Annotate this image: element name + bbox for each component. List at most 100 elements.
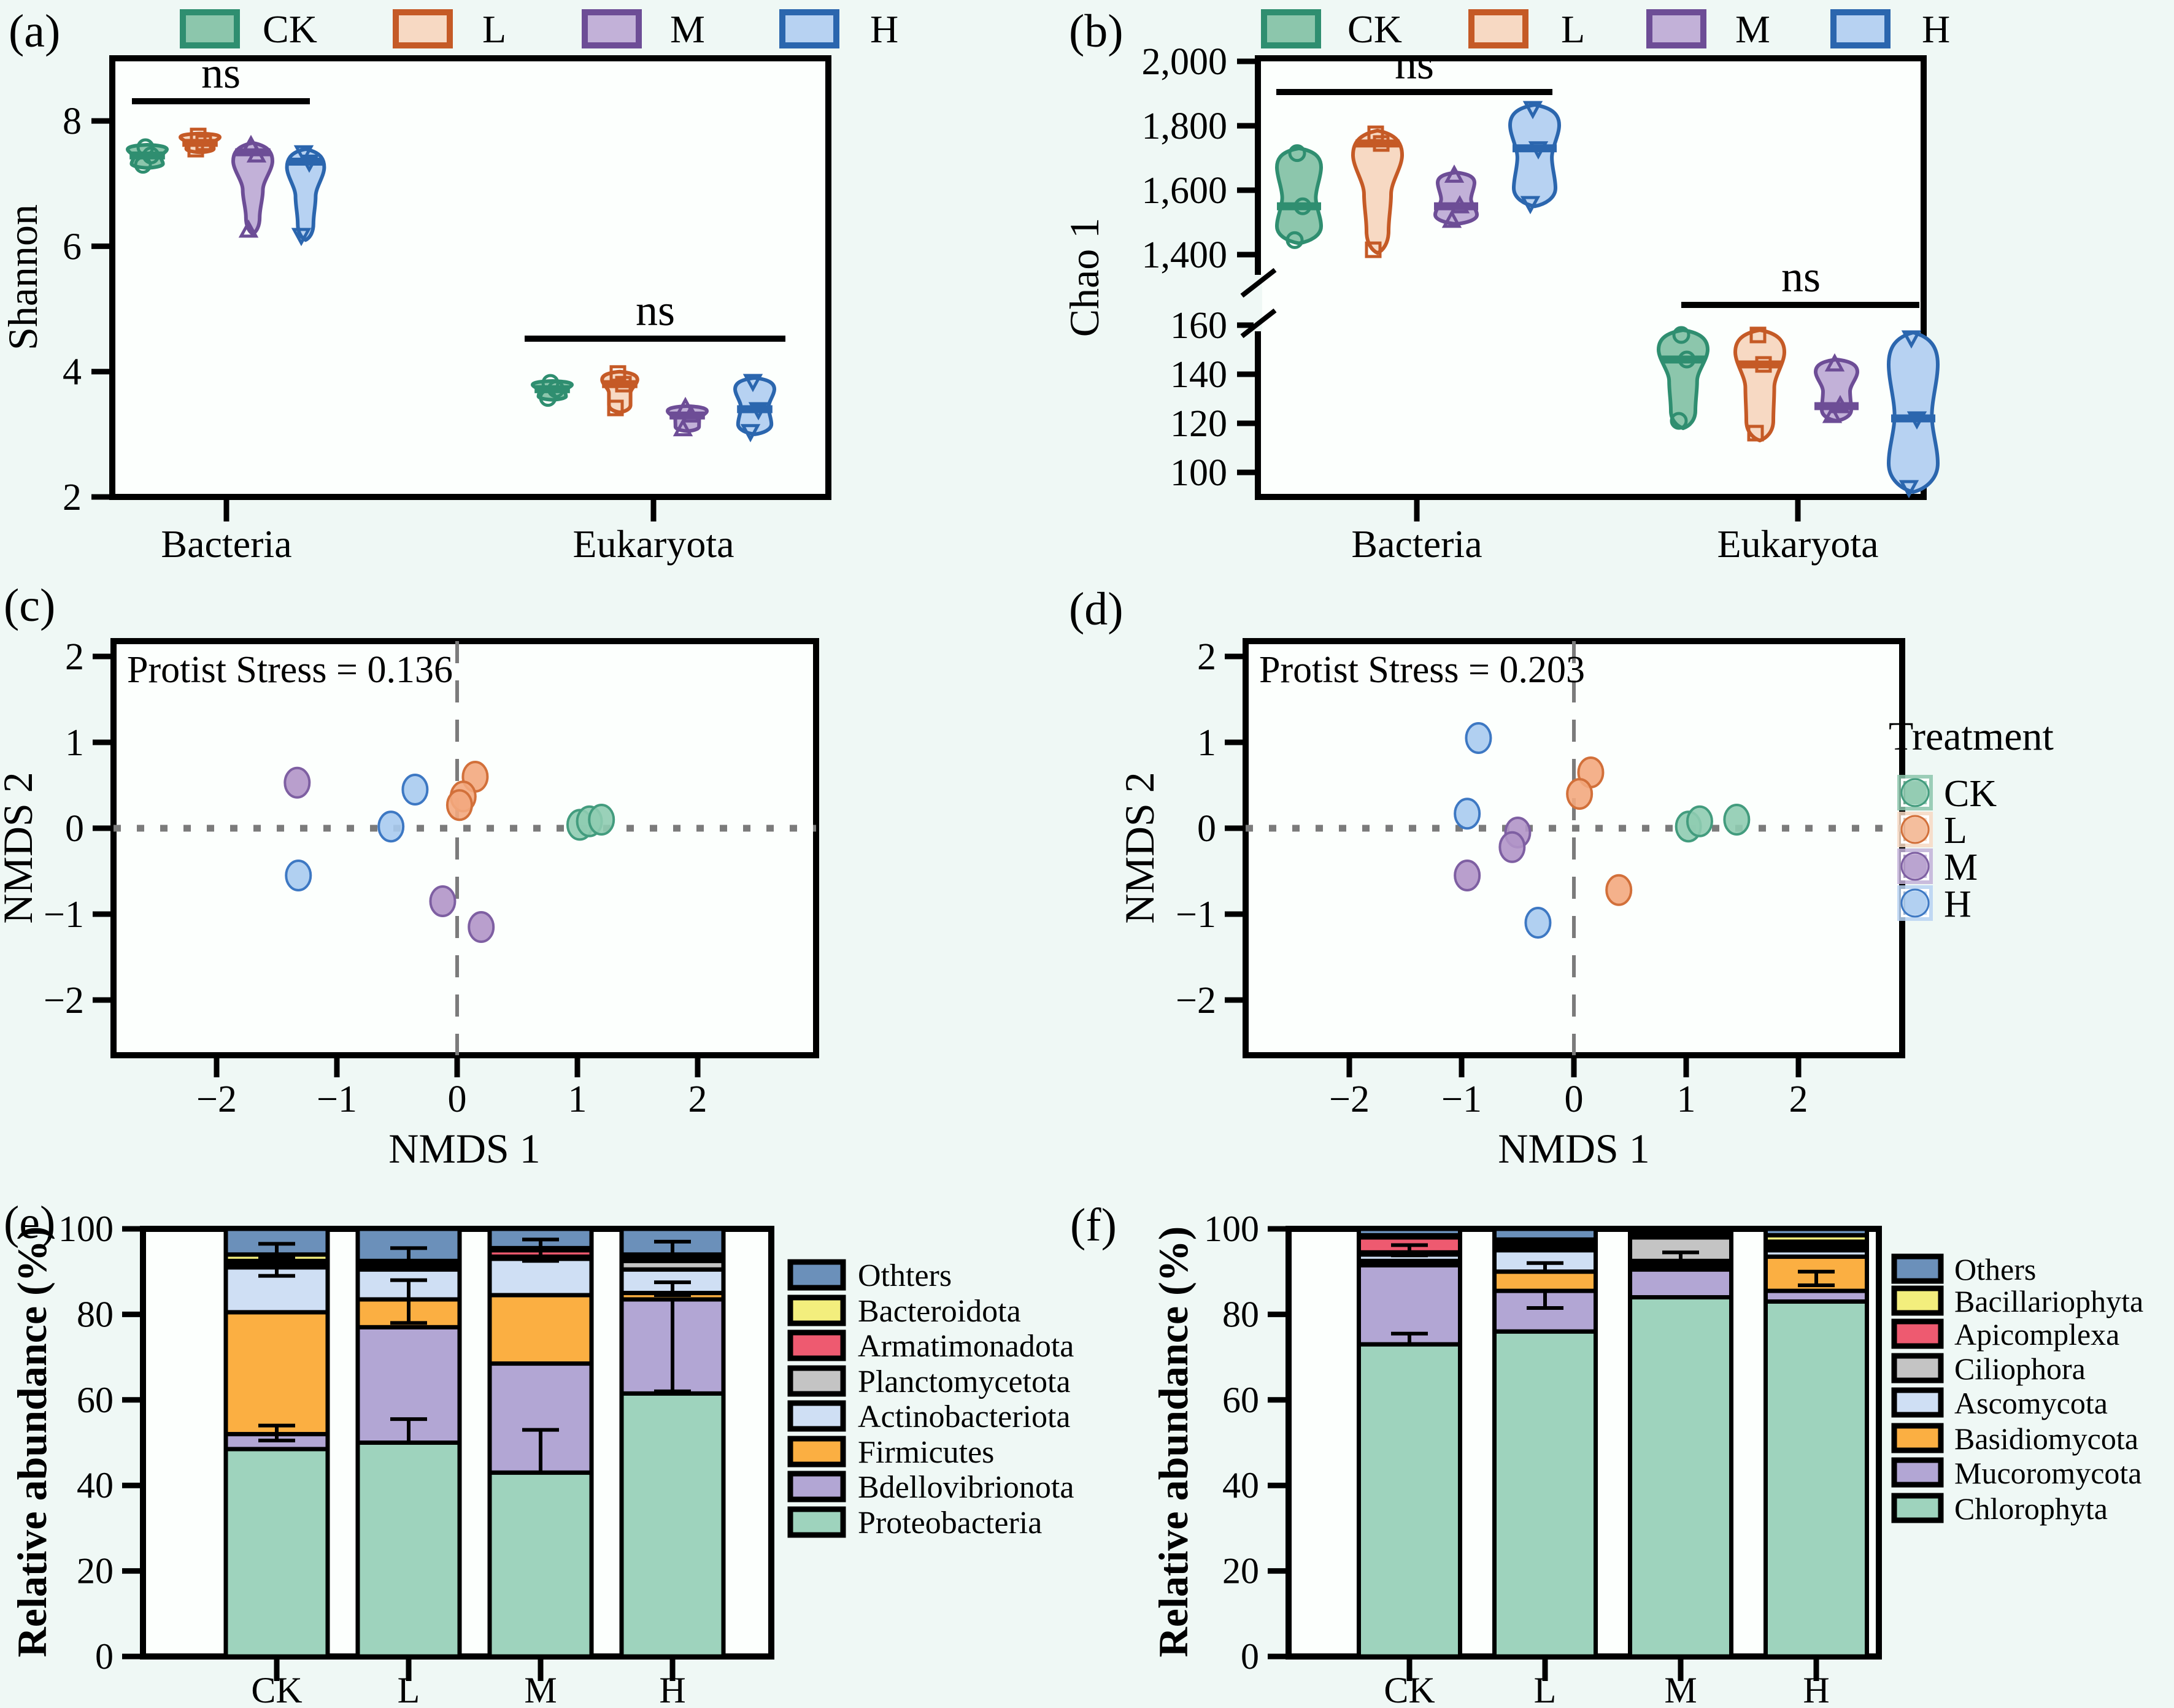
svg-text:60: 60 [1222,1380,1259,1420]
svg-text:Eukaryota: Eukaryota [573,522,734,566]
svg-text:CK: CK [263,7,317,51]
panel-label-e: (e) [4,1197,56,1248]
svg-text:Proteobacteria: Proteobacteria [858,1506,1042,1541]
svg-text:H: H [870,7,898,51]
svg-text:40: 40 [77,1465,114,1506]
svg-text:Actinobacteriota: Actinobacteriota [858,1399,1071,1434]
svg-text:140: 140 [1170,354,1227,396]
panel-label-c: (c) [4,580,56,631]
svg-text:6: 6 [63,226,82,267]
svg-text:CK: CK [1944,773,1997,815]
panel-a-chart: 8 6 4 2 Bacteria Eukaryota ns ns CK L M H Shannon [0,7,898,566]
svg-text:L: L [1561,7,1585,51]
panel-d-chart: 2 1 0 −1 −2 −2 −1 0 1 2 Protist Stress = 0.203 NMDS… [1116,636,2054,1172]
svg-text:−1: −1 [1441,1079,1482,1120]
svg-text:−2: −2 [1176,980,1216,1021]
svg-text:ns: ns [636,286,675,335]
svg-text:H: H [1803,1670,1829,1708]
svg-text:0: 0 [1241,1636,1259,1677]
svg-text:−1: −1 [44,894,84,936]
svg-text:M: M [1735,7,1770,51]
panel-c-chart: 2 1 0 −1 −2 −2 −1 0 1 2 Protist Stress = 0.136 NMDS… [0,636,819,1172]
panel-label-a: (a) [9,6,61,57]
svg-text:NMDS 2: NMDS 2 [1116,772,1163,924]
svg-text:80: 80 [1222,1294,1259,1334]
svg-text:2: 2 [1197,636,1216,678]
svg-text:−1: −1 [1176,894,1216,936]
svg-text:Treatment: Treatment [1889,714,2054,759]
svg-text:Shannon: Shannon [0,204,46,350]
svg-text:Relative abundance (%): Relative abundance (%) [9,1226,55,1658]
svg-text:Chlorophyta: Chlorophyta [1954,1491,2108,1526]
svg-text:Bacteria: Bacteria [1351,522,1482,566]
svg-text:Bdellovibrionota: Bdellovibrionota [858,1470,1074,1505]
svg-text:CK: CK [1347,7,1402,51]
svg-text:Armatimonadota: Armatimonadota [858,1329,1074,1364]
svg-text:60: 60 [77,1380,114,1420]
svg-text:1,400: 1,400 [1142,234,1228,276]
svg-text:0: 0 [65,808,84,850]
svg-text:1,800: 1,800 [1142,106,1228,147]
svg-text:40: 40 [1222,1465,1259,1506]
svg-text:0: 0 [448,1079,467,1120]
svg-text:Planctomycetota: Planctomycetota [858,1364,1071,1399]
svg-text:−1: −1 [317,1079,357,1120]
svg-text:L: L [482,7,506,51]
panel-f-chart: 0 20 40 60 80 100 CK L M H OthersBacillariophytaAp… [1150,1209,2143,1708]
svg-text:Mucoromycota: Mucoromycota [1954,1456,2141,1490]
svg-text:Bacillariophyta: Bacillariophyta [1954,1284,2143,1318]
svg-text:L: L [1534,1670,1557,1708]
svg-text:H: H [1922,7,1950,51]
svg-text:NMDS 1: NMDS 1 [1498,1125,1650,1172]
svg-text:80: 80 [77,1294,114,1334]
svg-text:−2: −2 [1329,1079,1370,1120]
svg-text:ns: ns [1395,39,1434,88]
svg-text:Eukaryota: Eukaryota [1717,522,1879,566]
panel-label-b: (b) [1069,6,1124,57]
svg-text:Bacteria: Bacteria [161,522,291,566]
svg-text:H: H [1944,883,1972,925]
svg-text:8: 8 [63,101,82,142]
svg-text:0: 0 [1565,1079,1584,1120]
svg-text:−2: −2 [196,1079,237,1120]
svg-text:4: 4 [63,352,82,393]
svg-text:160: 160 [1170,305,1227,347]
svg-text:Apicomplexa: Apicomplexa [1954,1317,2119,1352]
svg-text:2,000: 2,000 [1142,41,1228,83]
svg-text:Others: Others [1954,1252,2036,1287]
svg-text:Chao 1: Chao 1 [1061,218,1108,337]
svg-text:H: H [659,1670,685,1708]
svg-text:M: M [1944,847,1978,888]
svg-text:100: 100 [1204,1209,1259,1249]
panel-e-chart: 0 20 40 60 80 100 CK L M H OthtersBacteroidotaArma… [9,1209,1074,1708]
svg-text:Othters: Othters [858,1258,952,1293]
svg-text:CK: CK [1384,1670,1435,1708]
svg-text:120: 120 [1170,403,1227,445]
svg-text:20: 20 [1222,1551,1259,1591]
svg-text:NMDS 2: NMDS 2 [0,772,41,924]
svg-text:Ascomycota: Ascomycota [1954,1386,2108,1420]
svg-text:M: M [670,7,705,51]
panel-label-f: (f) [1070,1199,1117,1251]
svg-text:1: 1 [568,1079,587,1120]
svg-text:CK: CK [251,1670,302,1708]
panel-label-d: (d) [1069,583,1124,635]
svg-text:100: 100 [58,1209,114,1249]
svg-text:2: 2 [1789,1079,1808,1120]
svg-text:M: M [1664,1670,1697,1708]
svg-text:ns: ns [1781,252,1821,301]
svg-text:Bacteroidota: Bacteroidota [858,1294,1021,1329]
svg-text:0: 0 [1197,808,1216,850]
svg-text:1,600: 1,600 [1142,170,1228,212]
svg-text:−2: −2 [44,980,84,1021]
svg-text:NMDS 1: NMDS 1 [388,1125,541,1172]
panel-b-chart: 2,000 1,800 1,600 1,400 160 140 120 100 Bacteria… [1061,7,1950,566]
svg-text:Firmicutes: Firmicutes [858,1435,994,1470]
svg-text:2: 2 [65,636,84,678]
svg-text:1: 1 [1197,722,1216,764]
svg-text:Relative abundance (%): Relative abundance (%) [1150,1226,1197,1658]
svg-text:Ciliophora: Ciliophora [1954,1352,2086,1386]
svg-text:1: 1 [65,722,84,764]
